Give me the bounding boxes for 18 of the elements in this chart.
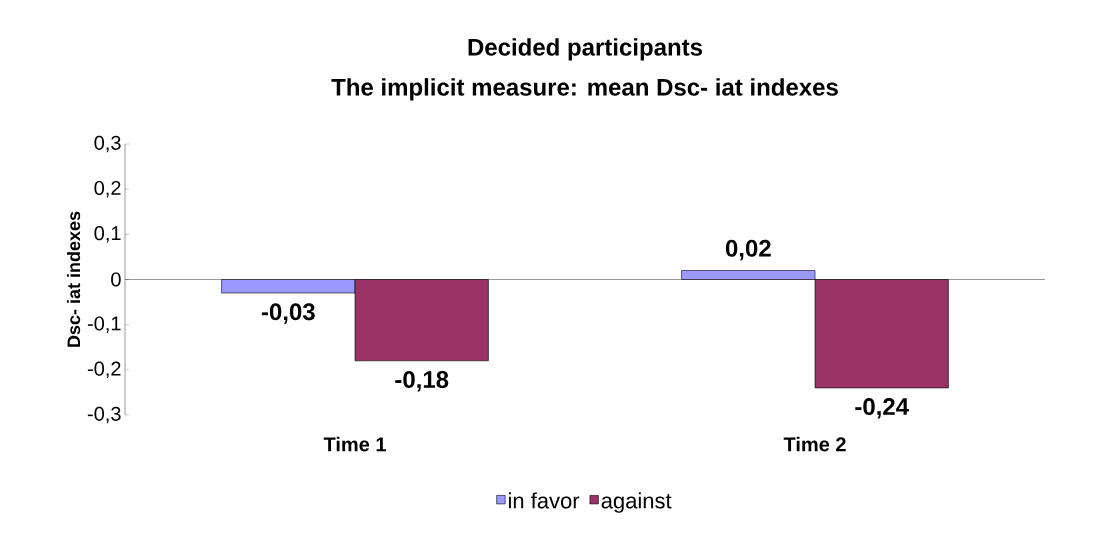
x-tick-label: Time 2 <box>783 436 846 452</box>
data-label: 0,02 <box>725 239 771 261</box>
data-label: -0,24 <box>855 398 909 419</box>
y-tick-label: 0,2 <box>94 180 121 198</box>
legend-label: in favor <box>508 492 580 509</box>
y-tick-label: 0 <box>111 272 121 287</box>
y-tick-label: 0,1 <box>94 226 121 243</box>
y-tick-label: -0,3 <box>87 406 121 424</box>
y-axis-title: Dsc- iat indexes <box>66 211 81 347</box>
data-label: -0,03 <box>261 303 315 324</box>
y-tick-label: -0,2 <box>87 361 121 379</box>
x-tick-label: Time 1 <box>323 436 386 452</box>
chart-title: Decided participants <box>468 38 703 61</box>
legend-label: against <box>601 492 672 513</box>
data-label: -0,18 <box>395 370 449 392</box>
y-tick-label: 0,3 <box>94 135 121 153</box>
chart-subtitle: The implicit measure: mean Dsc- iat indexes <box>331 78 838 101</box>
y-tick-label: -0,1 <box>87 316 121 333</box>
